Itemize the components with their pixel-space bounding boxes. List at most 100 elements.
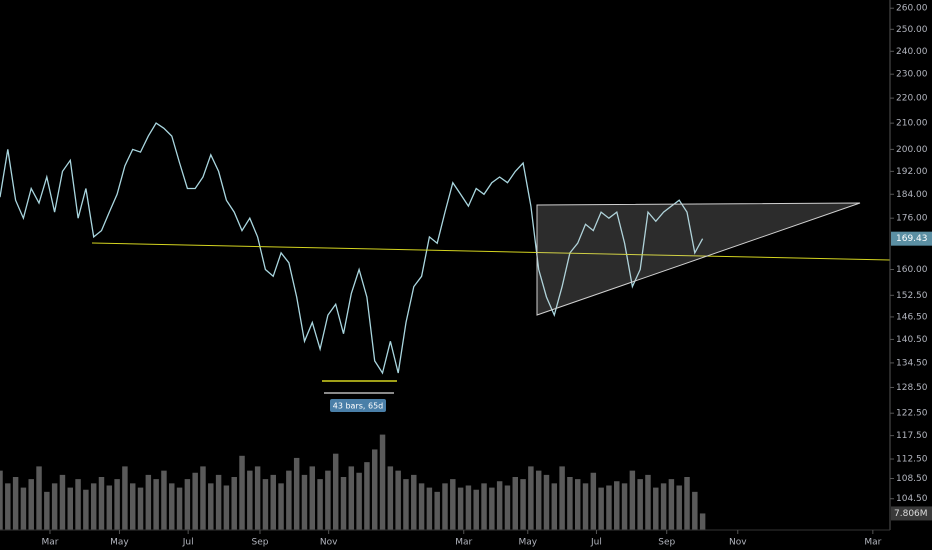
- volume-bar: [325, 470, 331, 530]
- price-layer: [0, 122, 704, 375]
- x-tick-label: Sep: [251, 538, 268, 548]
- volume-bar: [114, 479, 120, 530]
- volume-bar: [309, 466, 316, 530]
- volume-bar: [137, 487, 144, 530]
- y-tick-label: 128.50: [896, 383, 928, 393]
- y-tick-label: 240.00: [896, 47, 928, 57]
- y-tick-label: 117.50: [896, 431, 928, 441]
- y-tick-label: 108.50: [896, 474, 928, 484]
- volume-bar: [75, 479, 81, 530]
- volume-bar: [90, 483, 97, 530]
- volume-bar: [582, 483, 589, 530]
- volume-bar: [239, 455, 245, 530]
- volume-bar: [12, 477, 19, 530]
- volume-bar: [692, 491, 698, 530]
- x-tick-label: Sep: [658, 538, 675, 548]
- y-tick-label: 176.00: [896, 214, 928, 224]
- volume-bar: [653, 487, 659, 530]
- volume-bar: [364, 462, 370, 530]
- volume-bar: [496, 481, 503, 530]
- volume-bar: [418, 483, 425, 530]
- volume-bar: [512, 477, 518, 530]
- volume-label-box: [891, 506, 932, 521]
- volume-bar: [489, 487, 495, 530]
- volume-bar: [660, 483, 667, 530]
- volume-bar: [668, 479, 675, 530]
- volume-bar: [457, 487, 464, 530]
- volume-bar: [129, 483, 136, 530]
- x-tick-label: Nov: [320, 538, 338, 548]
- volume-bar: [36, 466, 42, 530]
- y-tick-label: 210.00: [896, 119, 928, 129]
- volume-bar: [598, 487, 604, 530]
- volume-bar: [348, 466, 355, 530]
- last-price-box: [891, 231, 932, 246]
- volume-bar: [450, 479, 456, 530]
- volume-bar: [28, 479, 34, 530]
- y-tick-label: 192.00: [896, 167, 928, 177]
- volume-bar: [270, 474, 276, 530]
- y-tick-label: 184.00: [896, 190, 928, 200]
- volume-bar: [262, 479, 269, 530]
- volume-layer: [0, 434, 706, 530]
- x-tick-label: Jul: [590, 538, 602, 548]
- volume-bar: [200, 466, 206, 530]
- volume-bar: [645, 474, 651, 530]
- volume-bar: [574, 479, 581, 530]
- volume-bar: [528, 466, 534, 530]
- y-tick-label: 112.50: [896, 455, 928, 465]
- volume-bar: [5, 483, 11, 530]
- volume-bar: [153, 479, 159, 530]
- y-tick-label: 260.00: [896, 4, 928, 14]
- y-tick-label: 200.00: [896, 145, 928, 155]
- y-tick-label: 250.00: [896, 25, 928, 35]
- volume-bar: [535, 470, 542, 530]
- volume-bar: [98, 477, 105, 530]
- volume-bar: [208, 483, 214, 530]
- x-tick-label: Mar: [455, 538, 472, 548]
- volume-bar: [520, 479, 526, 530]
- volume-bar: [192, 472, 198, 530]
- x-tick-label: May: [110, 538, 129, 548]
- volume-bar: [340, 477, 347, 530]
- volume-bar: [317, 479, 323, 530]
- volume-bar: [247, 470, 253, 530]
- volume-bar: [387, 466, 394, 530]
- volume-bar: [629, 470, 636, 530]
- x-tick-label: Mar: [864, 538, 881, 548]
- volume-bar: [372, 449, 378, 530]
- volume-bar: [215, 474, 222, 530]
- volume-bar: [434, 491, 440, 530]
- volume-bar: [83, 489, 89, 530]
- volume-bar: [551, 483, 558, 530]
- volume-label: 7.806M: [894, 509, 928, 519]
- volume-bar: [231, 477, 237, 530]
- annotation-box: [330, 399, 386, 412]
- volume-bar: [403, 479, 409, 530]
- volume-bar: [614, 481, 620, 530]
- y-tick-label: 230.00: [896, 70, 928, 80]
- volume-bar: [286, 470, 292, 530]
- volume-bar: [543, 474, 550, 530]
- x-tick-label: Mar: [41, 538, 58, 548]
- volume-bar: [51, 483, 58, 530]
- volume-bar: [699, 513, 706, 530]
- price-line: [0, 122, 704, 375]
- trend-line: [91, 242, 891, 261]
- volume-bar: [473, 489, 479, 530]
- volume-bar: [223, 485, 230, 530]
- volume-bar: [161, 470, 167, 530]
- x-tick-label: May: [518, 538, 537, 548]
- y-tick-label: 220.00: [896, 94, 928, 104]
- volume-bar: [676, 485, 682, 530]
- volume-bar: [106, 485, 113, 530]
- last-price-label: 169.43: [896, 234, 928, 244]
- y-tick-label: 152.50: [896, 291, 928, 301]
- volume-bar: [481, 483, 487, 530]
- volume-bar: [67, 487, 73, 530]
- y-tick-label: 134.50: [896, 358, 928, 368]
- y-tick-label: 104.50: [896, 494, 928, 504]
